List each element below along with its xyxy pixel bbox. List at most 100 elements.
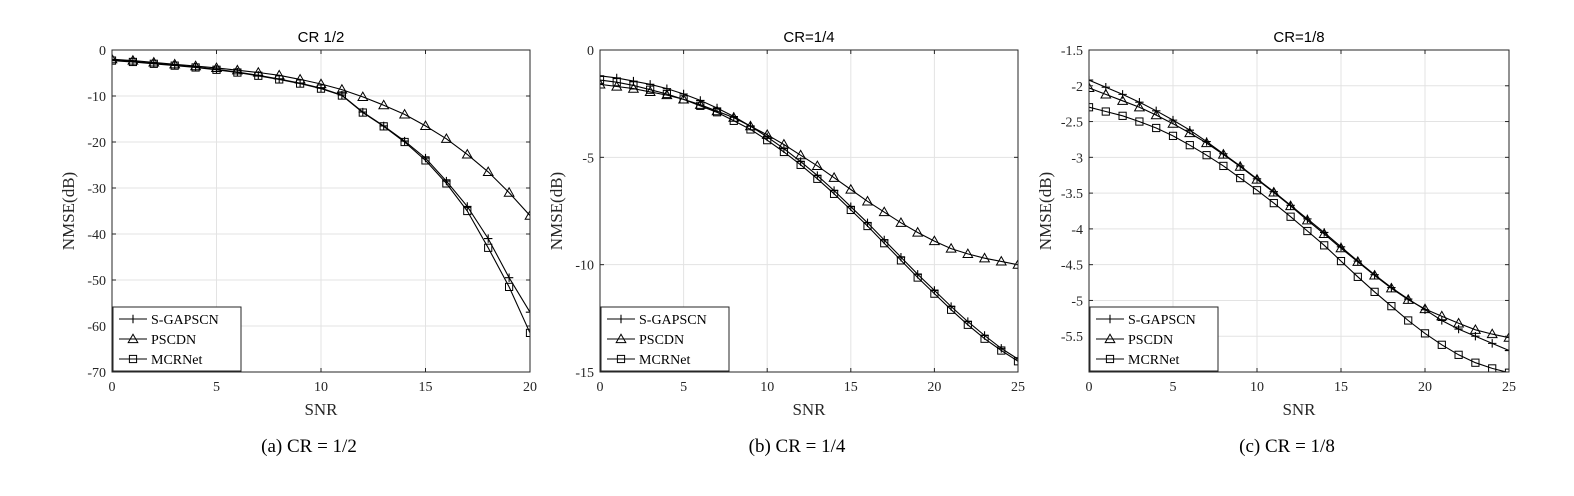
data-point-pscdn — [1200, 137, 1213, 148]
data-point-mcrnet — [980, 334, 989, 343]
data-point-pscdn — [811, 160, 824, 171]
chart-title: CR=1/4 — [783, 29, 834, 46]
y-tick-label: -50 — [87, 274, 106, 289]
x-tick-label: 25 — [1011, 380, 1025, 395]
data-point-mcrnet — [358, 108, 367, 117]
data-point-mcrnet — [629, 81, 638, 90]
y-tick-label: -40 — [87, 228, 106, 243]
data-point-pscdn — [1503, 331, 1509, 342]
series-line-s-gapscn — [1089, 79, 1509, 352]
data-point-pscdn — [1012, 258, 1018, 269]
subfigure-caption: (a) CR = 1/2 — [261, 436, 357, 457]
x-tick-label: 5 — [1170, 380, 1177, 395]
y-tick-label: -10 — [575, 259, 594, 274]
legend-label: MCRNet — [151, 353, 202, 368]
data-point-mcrnet — [913, 273, 922, 282]
data-point-mcrnet — [1437, 340, 1446, 349]
x-tick-label: 10 — [1250, 380, 1264, 395]
data-point-mcrnet — [729, 116, 738, 125]
data-point-mcrnet — [149, 59, 158, 68]
x-tick-label: 5 — [213, 380, 220, 395]
data-point-pscdn — [861, 195, 874, 206]
data-point-mcrnet — [1185, 141, 1194, 150]
data-point-mcrnet — [1135, 117, 1144, 126]
data-point-pscdn — [895, 216, 907, 227]
series-line-mcrnet — [112, 60, 530, 334]
data-point-mcrnet — [1286, 212, 1295, 221]
x-axis-label: SNR — [792, 400, 826, 419]
data-point-pscdn — [169, 58, 181, 69]
x-axis-label: SNR — [1282, 400, 1316, 419]
data-point-mcrnet — [1118, 111, 1127, 120]
data-point-mcrnet — [646, 85, 655, 94]
data-point-pscdn — [1251, 173, 1263, 184]
data-point-mcrnet — [400, 137, 409, 147]
data-point-mcrnet — [337, 91, 346, 100]
y-tick-label: -5.5 — [1061, 330, 1083, 345]
y-tick-label: -1.5 — [1061, 44, 1083, 59]
data-point-mcrnet — [1101, 107, 1110, 116]
data-point-pscdn — [761, 128, 773, 139]
data-point-mcrnet — [505, 282, 514, 291]
x-tick-label: 25 — [1502, 380, 1516, 395]
data-point-mcrnet — [896, 256, 906, 265]
data-point-mcrnet — [128, 57, 138, 67]
data-point-mcrnet — [997, 346, 1006, 355]
data-point-mcrnet — [1252, 186, 1262, 195]
legend-marker-pscdn — [1104, 333, 1116, 344]
data-point-mcrnet — [763, 136, 772, 145]
series-line-pscdn — [1089, 87, 1509, 339]
data-point-mcrnet — [442, 179, 451, 188]
data-point-mcrnet — [421, 156, 430, 165]
data-point-mcrnet — [1488, 364, 1497, 372]
data-point-mcrnet — [1269, 199, 1278, 208]
data-point-mcrnet — [880, 239, 889, 248]
data-point-pscdn — [1217, 148, 1230, 159]
data-point-mcrnet — [712, 108, 722, 117]
data-point-pscdn — [1184, 127, 1196, 138]
data-point-pscdn — [828, 171, 840, 182]
data-point-pscdn — [794, 149, 807, 160]
data-point-pscdn — [440, 132, 453, 143]
subfigure-caption: (b) CR = 1/4 — [749, 436, 846, 457]
legend-marker-s-gapscn — [616, 314, 626, 324]
legend: S-GAPSCN PSCDN MCRNet — [1089, 306, 1219, 372]
chart-title: CR 1/2 — [298, 29, 345, 46]
data-point-mcrnet — [1370, 287, 1379, 296]
data-point-pscdn — [995, 255, 1007, 266]
series-line-pscdn — [112, 58, 530, 216]
data-point-mcrnet — [679, 95, 688, 104]
series-line-mcrnet — [600, 79, 1018, 362]
data-point-pscdn — [945, 242, 957, 253]
data-point-mcrnet — [316, 84, 326, 93]
data-point-pscdn — [1167, 117, 1179, 128]
data-point-mcrnet — [1336, 256, 1346, 266]
x-tick-label: 0 — [1086, 380, 1093, 395]
data-point-pscdn — [1268, 186, 1280, 197]
y-tick-label: -60 — [87, 320, 106, 335]
data-point-mcrnet — [1404, 316, 1413, 325]
y-tick-label: -5 — [582, 151, 594, 166]
chart-title: CR=1/8 — [1273, 29, 1324, 46]
data-point-s-gapscn — [1437, 316, 1446, 325]
data-point-mcrnet — [233, 68, 242, 77]
legend-marker-s-gapscn — [1105, 314, 1115, 324]
data-point-mcrnet — [1236, 173, 1245, 183]
x-tick-label: 15 — [844, 380, 858, 395]
legend-marker-pscdn — [615, 333, 627, 344]
data-point-mcrnet — [846, 205, 855, 215]
legend-marker-s-gapscn — [128, 314, 138, 324]
legend-label: PSCDN — [639, 333, 684, 348]
data-point-mcrnet — [1219, 161, 1228, 171]
data-point-pscdn — [1116, 94, 1129, 105]
data-point-pscdn — [210, 62, 223, 73]
data-point-s-gapscn — [1504, 346, 1509, 355]
data-point-pscdn — [928, 235, 941, 246]
data-point-s-gapscn — [525, 308, 530, 317]
data-point-pscdn — [1402, 293, 1414, 304]
data-point-pscdn — [694, 98, 706, 109]
y-tick-label: -20 — [87, 136, 106, 151]
legend: S-GAPSCN PSCDN MCRNet — [112, 306, 242, 372]
data-point-mcrnet — [275, 75, 284, 84]
data-point-pscdn — [1234, 160, 1246, 171]
